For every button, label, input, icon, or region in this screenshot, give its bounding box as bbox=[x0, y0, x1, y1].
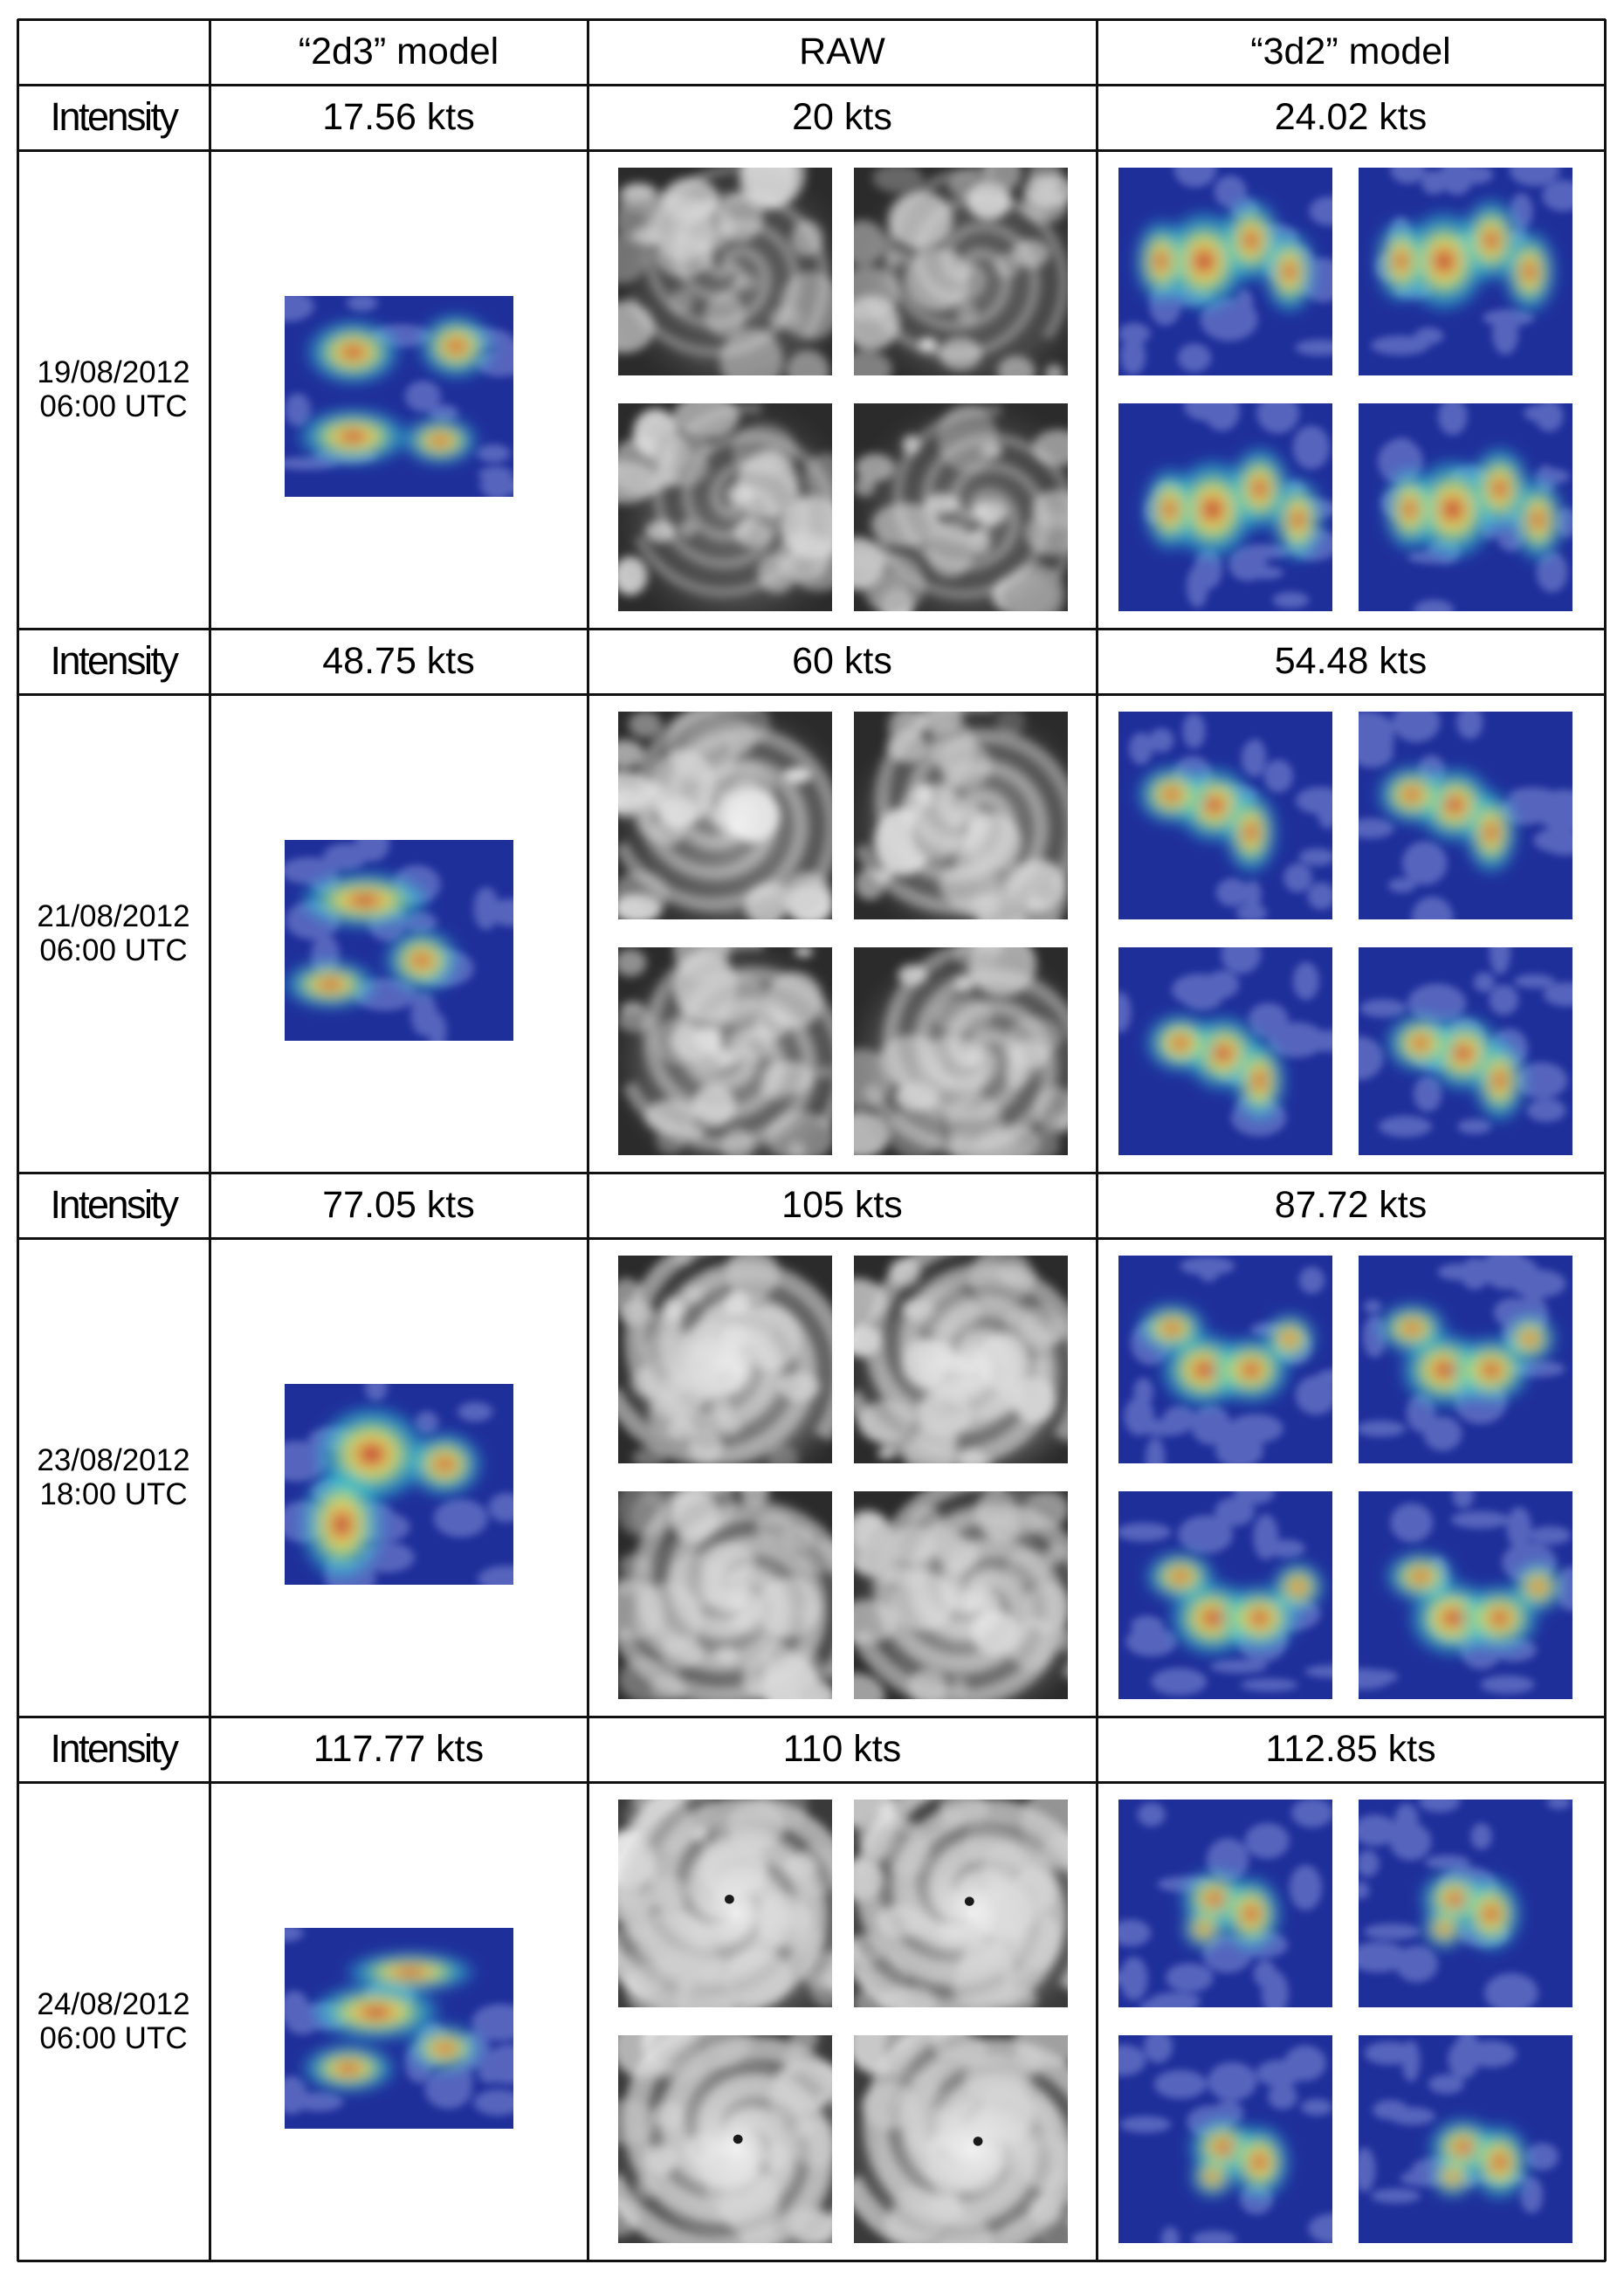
heatmap-3d2-image bbox=[1359, 712, 1572, 919]
heatmap-2d3-image bbox=[284, 1928, 513, 2129]
heatmap-3d2-image bbox=[1118, 712, 1332, 919]
table-vertical-rule bbox=[1604, 19, 1607, 2261]
observation-datetime: 24/08/2012 06:00 UTC bbox=[37, 1986, 190, 2055]
raw-satellite-image bbox=[618, 403, 832, 611]
intensity-2d3-value: 117.77 kts bbox=[313, 1728, 485, 1771]
raw-satellite-image bbox=[618, 1256, 832, 1463]
table-horizontal-rule bbox=[17, 149, 1606, 152]
raw-satellite-image bbox=[854, 1800, 1068, 2007]
intensity-2d3-value: 17.56 kts bbox=[322, 96, 475, 139]
intensity-raw-value: 110 kts bbox=[782, 1728, 902, 1771]
table-vertical-rule bbox=[17, 19, 19, 2261]
raw-satellite-image bbox=[854, 712, 1068, 919]
heatmap-2d3-image bbox=[284, 1384, 513, 1585]
observation-datetime: 19/08/2012 06:00 UTC bbox=[37, 354, 190, 423]
raw-satellite-image bbox=[618, 1800, 832, 2007]
table-horizontal-rule bbox=[17, 18, 1606, 21]
table-horizontal-rule bbox=[17, 1172, 1606, 1174]
raw-satellite-image bbox=[854, 1491, 1068, 1699]
raw-satellite-image bbox=[618, 1491, 832, 1699]
table-vertical-rule bbox=[1096, 19, 1098, 2261]
intensity-3d2-value: 87.72 kts bbox=[1274, 1184, 1428, 1227]
raw-satellite-image bbox=[854, 2035, 1068, 2243]
heatmap-3d2-image bbox=[1359, 947, 1572, 1155]
heatmap-3d2-image bbox=[1118, 1491, 1332, 1699]
intensity-label: Intensity bbox=[50, 638, 179, 684]
header-raw: RAW bbox=[799, 31, 885, 73]
heatmap-3d2-image bbox=[1118, 168, 1332, 375]
heatmap-3d2-image bbox=[1118, 2035, 1332, 2243]
table-horizontal-rule bbox=[17, 1237, 1606, 1240]
table-horizontal-rule bbox=[17, 1781, 1606, 1784]
table-horizontal-rule bbox=[17, 2260, 1606, 2262]
raw-satellite-image bbox=[854, 1256, 1068, 1463]
heatmap-3d2-image bbox=[1118, 1800, 1332, 2007]
intensity-2d3-value: 77.05 kts bbox=[322, 1184, 475, 1227]
table-horizontal-rule bbox=[17, 84, 1606, 86]
table-horizontal-rule bbox=[17, 628, 1606, 630]
header-3d2-model: “3d2” model bbox=[1250, 31, 1451, 73]
heatmap-2d3-image bbox=[284, 840, 513, 1041]
heatmap-3d2-image bbox=[1359, 168, 1572, 375]
intensity-2d3-value: 48.75 kts bbox=[322, 640, 475, 683]
table-horizontal-rule bbox=[17, 693, 1606, 696]
raw-satellite-image bbox=[618, 712, 832, 919]
heatmap-3d2-image bbox=[1359, 1256, 1572, 1463]
raw-satellite-image bbox=[854, 947, 1068, 1155]
heatmap-3d2-image bbox=[1359, 403, 1572, 611]
heatmap-3d2-image bbox=[1359, 1491, 1572, 1699]
table-vertical-rule bbox=[209, 19, 211, 2261]
raw-satellite-image bbox=[854, 168, 1068, 375]
table-vertical-rule bbox=[587, 19, 589, 2261]
raw-satellite-image bbox=[618, 947, 832, 1155]
raw-satellite-image bbox=[854, 403, 1068, 611]
heatmap-3d2-image bbox=[1359, 2035, 1572, 2243]
intensity-raw-value: 105 kts bbox=[781, 1184, 903, 1227]
observation-datetime: 23/08/2012 18:00 UTC bbox=[37, 1442, 190, 1511]
raw-satellite-image bbox=[618, 168, 832, 375]
intensity-3d2-value: 54.48 kts bbox=[1274, 640, 1428, 683]
heatmap-3d2-image bbox=[1359, 1800, 1572, 2007]
intensity-label: Intensity bbox=[50, 94, 179, 140]
intensity-label: Intensity bbox=[50, 1182, 179, 1228]
table-horizontal-rule bbox=[17, 1716, 1606, 1718]
intensity-raw-value: 60 kts bbox=[792, 640, 892, 683]
heatmap-3d2-image bbox=[1118, 403, 1332, 611]
intensity-raw-value: 20 kts bbox=[792, 96, 892, 139]
intensity-3d2-value: 112.85 kts bbox=[1265, 1728, 1436, 1771]
observation-datetime: 21/08/2012 06:00 UTC bbox=[37, 898, 190, 967]
heatmap-3d2-image bbox=[1118, 947, 1332, 1155]
intensity-label: Intensity bbox=[50, 1726, 179, 1772]
heatmap-3d2-image bbox=[1118, 1256, 1332, 1463]
intensity-3d2-value: 24.02 kts bbox=[1274, 96, 1428, 139]
header-2d3-model: “2d3” model bbox=[298, 31, 499, 73]
heatmap-2d3-image bbox=[284, 296, 513, 497]
raw-satellite-image bbox=[618, 2035, 832, 2243]
